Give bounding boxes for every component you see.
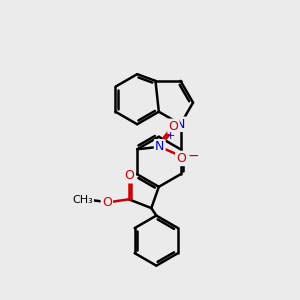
Text: O: O — [169, 120, 178, 133]
Text: +: + — [165, 131, 175, 142]
Text: O: O — [124, 169, 134, 182]
Text: N: N — [155, 140, 164, 153]
Text: O: O — [102, 196, 112, 209]
Text: N: N — [176, 118, 185, 131]
Text: −: − — [187, 148, 199, 163]
Text: O: O — [176, 152, 186, 165]
Text: CH₃: CH₃ — [73, 195, 93, 205]
